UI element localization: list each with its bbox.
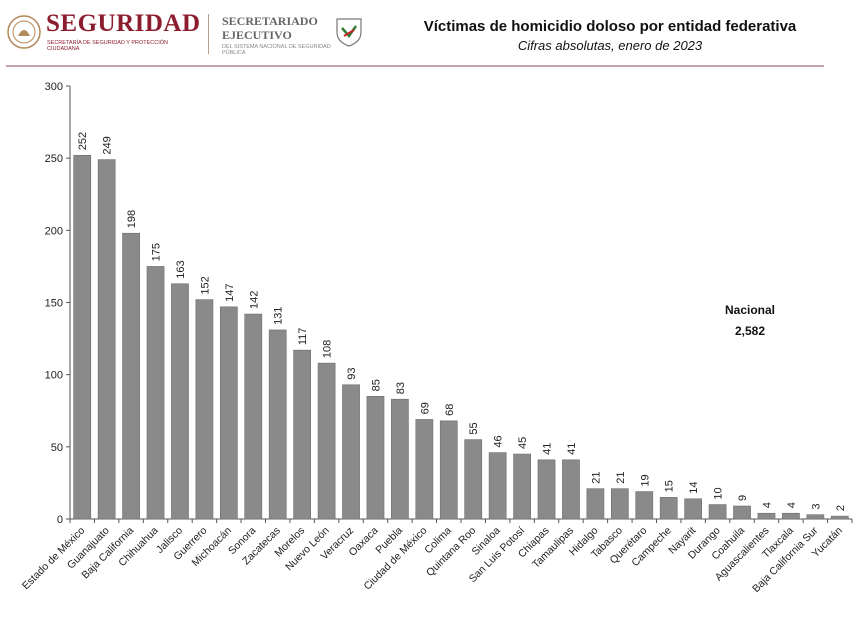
y-tick-label: 100 — [45, 370, 63, 382]
data-label: 152 — [199, 276, 211, 294]
bar — [73, 154, 92, 520]
logo-secretariado: SECRETARIADO EJECUTIVO — [222, 14, 318, 42]
bar — [830, 515, 849, 520]
data-label: 55 — [468, 422, 480, 434]
bar — [562, 459, 580, 520]
bar — [244, 313, 263, 520]
bar — [537, 459, 556, 520]
data-label: 14 — [688, 482, 700, 494]
bar — [757, 512, 776, 520]
bar — [195, 299, 214, 520]
bar — [464, 439, 483, 520]
y-tick-label: 150 — [45, 298, 63, 310]
bar — [415, 419, 434, 520]
data-label: 41 — [566, 443, 578, 455]
y-tick-label: 250 — [45, 153, 63, 165]
bar — [146, 266, 165, 520]
data-label: 69 — [419, 402, 431, 414]
data-label: 68 — [444, 404, 456, 416]
national-seal-icon — [7, 15, 41, 49]
data-label: 131 — [273, 307, 285, 325]
data-label: 163 — [175, 260, 187, 278]
data-label: 4 — [761, 502, 773, 508]
bar — [268, 329, 287, 520]
data-label: 175 — [151, 243, 163, 261]
bar — [513, 453, 531, 520]
data-label: 10 — [713, 487, 725, 499]
bar — [342, 384, 360, 520]
data-label: 83 — [395, 382, 407, 394]
data-label: 249 — [102, 136, 114, 154]
data-label: 142 — [248, 291, 260, 309]
bar — [635, 491, 654, 520]
logo-divider — [208, 14, 209, 54]
data-label: 41 — [542, 443, 554, 455]
bar — [488, 452, 507, 520]
y-tick-label: 0 — [57, 514, 63, 526]
data-label: 252 — [77, 132, 89, 150]
national-total-label: Nacional — [724, 303, 775, 317]
logo-seguridad: SEGURIDAD — [46, 10, 201, 37]
data-label: 3 — [810, 504, 822, 510]
bar — [97, 159, 116, 520]
bar — [610, 488, 629, 520]
bar — [733, 505, 751, 520]
data-label: 21 — [590, 471, 602, 483]
data-label: 21 — [615, 471, 627, 483]
logo-seguridad-subtitle: SECRETARÍA DE SEGURIDAD Y PROTECCIÓN CIU… — [47, 40, 169, 52]
bar — [659, 497, 678, 520]
y-tick-label: 50 — [51, 442, 63, 454]
bar — [293, 349, 312, 520]
bar — [219, 306, 238, 520]
bar — [806, 514, 825, 520]
bar — [171, 283, 189, 520]
y-tick-label: 200 — [45, 225, 63, 237]
chart-subtitle: Cifras absolutas, enero de 2023 — [517, 38, 703, 53]
data-label: 117 — [297, 328, 309, 346]
bar — [366, 396, 385, 520]
data-label: 46 — [493, 435, 505, 447]
data-label: 45 — [517, 437, 529, 449]
national-total-value: 2,582 — [734, 324, 766, 338]
bar — [391, 398, 409, 520]
data-label: 15 — [664, 480, 676, 492]
data-label: 19 — [639, 474, 651, 486]
data-label: 9 — [737, 495, 749, 501]
shield-icon — [336, 18, 362, 47]
data-label: 198 — [126, 210, 138, 228]
header: SEGURIDAD SECRETARÍA DE SEGURIDAD Y PROT… — [0, 0, 864, 70]
data-label: 4 — [786, 502, 798, 508]
bar — [586, 488, 605, 520]
data-label: 147 — [224, 283, 236, 301]
bar — [684, 498, 703, 520]
logo-secretariado-subtitle: DEL SISTEMA NACIONAL DE SEGURIDAD PÚBLIC… — [222, 44, 331, 56]
bar — [317, 362, 336, 520]
header-rule — [6, 65, 824, 67]
data-label: 93 — [346, 368, 358, 380]
chart-title: Víctimas de homicidio doloso por entidad… — [423, 18, 797, 35]
bar — [122, 232, 140, 520]
bar — [782, 512, 800, 520]
data-label: 108 — [322, 340, 334, 358]
data-label: 85 — [370, 379, 382, 391]
bar — [708, 504, 727, 520]
y-tick-label: 300 — [45, 81, 63, 93]
bar — [439, 420, 458, 520]
data-label: 2 — [835, 505, 847, 511]
